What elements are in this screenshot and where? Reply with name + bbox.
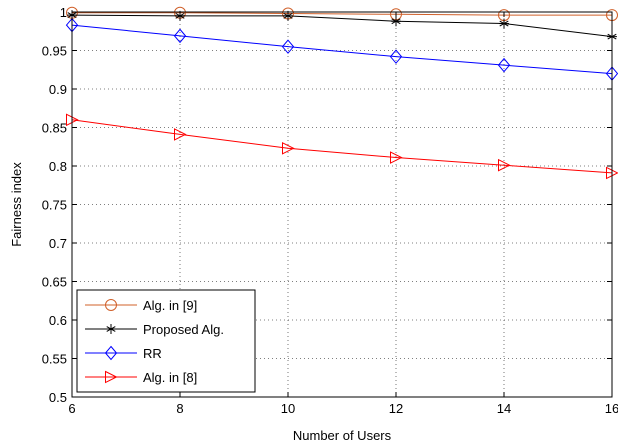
- y-tick-label: 0.65: [42, 275, 67, 290]
- legend-item: RR: [85, 345, 162, 361]
- star-marker: [499, 18, 509, 29]
- y-tick-label: 0.6: [49, 313, 67, 328]
- triangle-marker: [174, 128, 187, 141]
- tick-layer: 6 8 10 12 14 16 0.5 0.55 0.6 0.65 0.7 0.75 0.8 0.85 0.…: [42, 5, 618, 416]
- legend-label: Proposed Alg.: [143, 322, 224, 337]
- legend-item: Alg. in [9]: [85, 298, 197, 313]
- triangle-marker: [390, 151, 403, 164]
- series-line: [71, 119, 613, 174]
- triangle-marker: [498, 158, 511, 172]
- x-tick-label: 8: [176, 401, 183, 416]
- series-line: [71, 24, 613, 75]
- star-marker: [106, 324, 116, 334]
- y-tick-label: 0.85: [42, 121, 67, 136]
- diamond-marker: [173, 28, 187, 44]
- x-tick-label: 12: [389, 401, 403, 416]
- triangle-marker: [282, 141, 295, 155]
- y-tick-label: 0.75: [42, 198, 67, 213]
- y-axis-label: Fairness index: [9, 162, 24, 247]
- diamond-marker: [281, 39, 295, 54]
- x-tick-label: 10: [281, 401, 295, 416]
- circle-marker: [105, 299, 117, 311]
- legend-label: RR: [143, 346, 162, 361]
- diamond-marker: [104, 345, 118, 361]
- legend-item: Proposed Alg.: [85, 322, 224, 337]
- triangle-marker: [105, 370, 118, 384]
- x-tick-label: 6: [68, 401, 75, 416]
- series-2: [65, 17, 618, 81]
- x-tick-label: 16: [605, 401, 618, 416]
- series-line: [71, 14, 613, 38]
- series-3: [66, 113, 618, 180]
- legend-label: Alg. in [8]: [143, 370, 197, 385]
- x-tick-label: 14: [497, 401, 511, 416]
- diamond-marker: [497, 57, 511, 73]
- legend-item: Alg. in [8]: [85, 370, 197, 385]
- y-tick-label: 0.95: [42, 44, 67, 59]
- y-tick-label: 0.8: [49, 159, 67, 174]
- y-tick-label: 0.5: [49, 390, 67, 405]
- series-line: [72, 12, 612, 16]
- x-axis-label: Number of Users: [293, 428, 392, 443]
- series-layer: [65, 6, 618, 180]
- star-marker: [391, 16, 401, 27]
- y-tick-label: 1: [60, 5, 67, 20]
- legend: Alg. in [9] Proposed Alg. RR Alg. in [8]: [76, 289, 256, 393]
- diamond-marker: [389, 49, 403, 64]
- y-tick-label: 0.9: [49, 82, 67, 97]
- y-tick-label: 0.7: [49, 236, 67, 251]
- legend-label: Alg. in [9]: [143, 298, 197, 313]
- y-tick-label: 0.55: [42, 352, 67, 367]
- legend-box: [76, 289, 256, 393]
